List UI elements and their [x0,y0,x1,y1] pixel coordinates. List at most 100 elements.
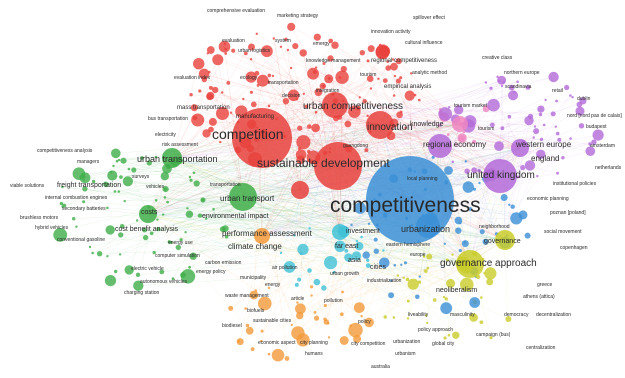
term-label: tourism market [454,103,488,109]
label-layer: competition sustainable development urba… [10,8,622,370]
term-node [154,155,158,159]
term-node [142,234,149,241]
term-node [386,60,389,63]
term-label: surveys [132,174,150,180]
network-link [84,104,336,178]
term-node [489,86,493,90]
network-link [499,95,571,177]
term-node [286,48,290,52]
term-node [445,258,449,262]
term-node [307,67,319,80]
term-node [464,160,467,163]
term-node [293,234,296,237]
term-node [284,37,288,41]
term-label: carbon emission [205,260,242,266]
term-label: amsterdam [590,143,615,149]
network-link [171,157,392,296]
term-label: sustainable cities [253,318,292,324]
term-label: electricity [155,132,176,138]
network-link [439,120,530,147]
network-link [290,26,336,106]
term-node [393,263,397,267]
term-label: urban logistics [238,48,270,54]
term-node [404,126,408,130]
network-link [242,196,351,326]
term-node [578,123,585,129]
term-node [156,218,159,221]
term-label: policy [358,319,371,325]
term-node [297,277,302,282]
network-link [105,183,301,191]
term-label: social movement [544,229,582,235]
term-node [289,66,293,70]
term-node [344,253,353,262]
term-node [538,112,543,117]
network-link [317,36,521,149]
term-node [190,104,198,112]
term-node [404,90,415,101]
term-node [455,227,462,234]
term-node [344,120,352,128]
term-node [392,316,396,319]
term-node [588,142,592,146]
term-node [443,242,446,245]
term-label: neighborhood [479,224,510,230]
term-label: analytic method [412,70,447,76]
term-node [375,44,390,59]
network-link [171,157,426,272]
network-link [127,181,411,201]
network-link [276,118,381,126]
term-node [105,225,115,235]
network-link [379,124,531,166]
term-node [208,117,217,126]
term-node [323,319,329,325]
hub-regional-economy [428,134,452,158]
term-label: autonomous vehicles [140,279,187,285]
term-node [548,71,559,83]
term-node [448,106,451,109]
term-node [135,219,139,222]
term-node [367,45,375,53]
term-node [224,52,228,55]
hub-knowledge [452,116,468,132]
network-link [339,231,395,318]
term-node [482,238,489,245]
term-node [438,107,453,121]
term-label: asia [348,257,361,264]
term-node [245,323,250,328]
network-link [334,104,513,207]
term-node [472,139,477,144]
term-node [379,257,390,269]
term-node [156,227,161,231]
network-link [339,231,451,284]
network-link [120,165,339,255]
network-link [261,94,334,237]
term-node [290,323,293,327]
network-link [171,63,199,159]
term-node [249,90,253,94]
term-node [431,155,435,159]
term-label: industrialization [367,278,402,284]
term-node [314,315,320,321]
term-node [308,227,311,230]
term-node [524,232,531,239]
term-label: urban growth [330,271,359,277]
network-link [273,38,301,191]
term-label: performance assessment [222,229,313,238]
term-node [391,58,395,61]
term-node [103,181,109,187]
term-node [350,223,353,227]
network-link [242,194,380,198]
term-node [111,148,121,159]
network-link [233,50,501,177]
network-link [261,118,456,139]
term-node [91,251,94,255]
term-label: hybrid vehicles [35,225,69,231]
term-node [400,263,403,266]
term-node [473,187,477,191]
term-node [118,253,122,256]
term-label: regional economy [423,140,486,149]
term-node [202,129,211,138]
term-node [191,113,205,127]
term-node [359,50,365,56]
